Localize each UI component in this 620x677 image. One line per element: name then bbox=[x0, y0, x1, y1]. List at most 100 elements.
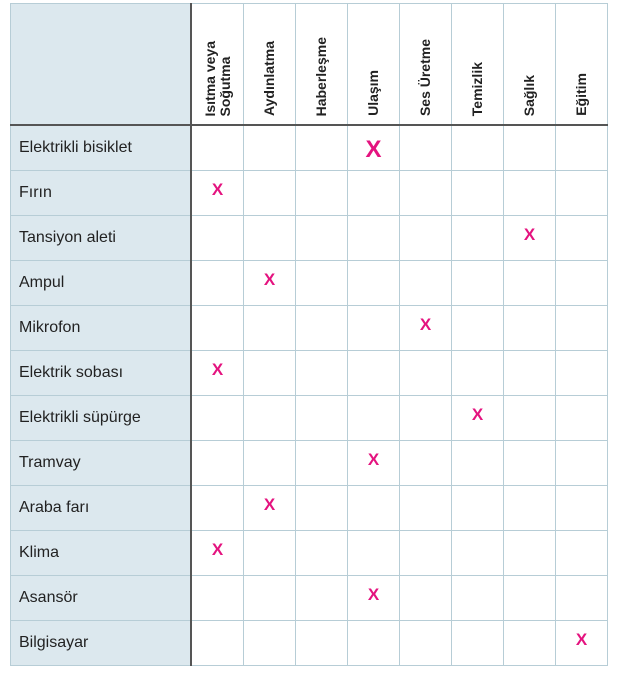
table-cell bbox=[555, 260, 608, 306]
table-cell bbox=[347, 350, 400, 396]
table-row: Klima X bbox=[10, 530, 608, 576]
table-cell bbox=[399, 620, 452, 666]
table-cell: X bbox=[347, 124, 400, 171]
table-row: Elektrik sobası X bbox=[10, 350, 608, 396]
table-cell bbox=[555, 440, 608, 486]
table-row: Fırın X bbox=[10, 170, 608, 216]
table-cell bbox=[503, 395, 556, 441]
table-cell bbox=[555, 305, 608, 351]
table-cell bbox=[243, 215, 296, 261]
table-cell: X bbox=[243, 485, 296, 531]
table-cell bbox=[347, 305, 400, 351]
table-cell bbox=[295, 440, 348, 486]
table-cell bbox=[451, 305, 504, 351]
row-label: Mikrofon bbox=[10, 305, 192, 351]
column-header-label: Sağlık bbox=[521, 74, 537, 116]
table-cell bbox=[451, 530, 504, 576]
table-cell bbox=[555, 575, 608, 621]
corner-cell bbox=[10, 3, 192, 126]
table-row: Elektrikli süpürge X bbox=[10, 395, 608, 441]
table-cell bbox=[399, 575, 452, 621]
device-usage-table: Isıtma veya Soğutma Aydınlatma Haberleşm… bbox=[10, 3, 608, 666]
row-label: Elektrikli bisiklet bbox=[10, 124, 192, 171]
table-cell bbox=[399, 485, 452, 531]
table-row: Tansiyon aleti X bbox=[10, 215, 608, 261]
check-mark-x: X bbox=[575, 630, 588, 649]
table-cell bbox=[503, 170, 556, 216]
table-cell bbox=[243, 170, 296, 216]
table-cell bbox=[451, 350, 504, 396]
table-cell bbox=[190, 395, 244, 441]
table-cell: X bbox=[190, 170, 244, 216]
table-cell bbox=[295, 485, 348, 531]
row-label: Tansiyon aleti bbox=[10, 215, 192, 261]
column-header-label: Eğitim bbox=[573, 73, 589, 116]
table-cell bbox=[555, 124, 608, 171]
table-cell bbox=[451, 215, 504, 261]
column-header-health: Sağlık bbox=[503, 3, 556, 126]
table-cell: X bbox=[347, 575, 400, 621]
check-mark-x: X bbox=[523, 225, 536, 244]
table-cell bbox=[503, 305, 556, 351]
check-mark-x: X bbox=[263, 495, 276, 514]
table-cell bbox=[451, 170, 504, 216]
table-cell: X bbox=[503, 215, 556, 261]
table-cell bbox=[347, 620, 400, 666]
table-row: Araba farı X bbox=[10, 485, 608, 531]
table-cell bbox=[399, 260, 452, 306]
table-cell bbox=[190, 485, 244, 531]
table-cell: X bbox=[399, 305, 452, 351]
row-label: Klima bbox=[10, 530, 192, 576]
column-header-label: Temizlik bbox=[469, 61, 485, 116]
table-cell bbox=[243, 124, 296, 171]
row-label: Ampul bbox=[10, 260, 192, 306]
table-cell bbox=[295, 575, 348, 621]
table-cell bbox=[295, 124, 348, 171]
table-cell bbox=[243, 620, 296, 666]
table-cell bbox=[190, 124, 244, 171]
table-cell bbox=[295, 395, 348, 441]
table-cell bbox=[399, 215, 452, 261]
table-cell bbox=[243, 575, 296, 621]
table-cell bbox=[399, 124, 452, 171]
row-label: Asansör bbox=[10, 575, 192, 621]
table-cell bbox=[295, 620, 348, 666]
check-mark-x: X bbox=[367, 450, 380, 469]
header-row: Isıtma veya Soğutma Aydınlatma Haberleşm… bbox=[10, 3, 608, 126]
check-mark-x: X bbox=[211, 540, 224, 559]
check-mark-x: X bbox=[365, 136, 382, 163]
table-cell bbox=[503, 620, 556, 666]
table-cell bbox=[399, 170, 452, 216]
table-cell bbox=[503, 440, 556, 486]
table-cell bbox=[555, 395, 608, 441]
row-label: Tramvay bbox=[10, 440, 192, 486]
table-cell bbox=[451, 260, 504, 306]
table-cell bbox=[243, 530, 296, 576]
table-body: Elektrikli bisiklet X Fırın X Tansiyon aleti… bbox=[10, 124, 608, 666]
table-cell bbox=[555, 485, 608, 531]
column-header-label: Ses Üretme bbox=[417, 38, 433, 116]
table-cell bbox=[347, 170, 400, 216]
table-cell: X bbox=[243, 260, 296, 306]
column-header-education: Eğitim bbox=[555, 3, 608, 126]
table-cell bbox=[555, 170, 608, 216]
table-cell bbox=[295, 215, 348, 261]
table-cell bbox=[451, 620, 504, 666]
table-row: Elektrikli bisiklet X bbox=[10, 124, 608, 171]
table-cell bbox=[555, 530, 608, 576]
table-cell bbox=[399, 440, 452, 486]
check-mark-x: X bbox=[367, 585, 380, 604]
table-cell bbox=[243, 395, 296, 441]
table-cell bbox=[451, 485, 504, 531]
table-cell bbox=[243, 305, 296, 351]
table-cell bbox=[503, 530, 556, 576]
column-header-label: Aydınlatma bbox=[261, 41, 277, 116]
column-header-communication: Haberleşme bbox=[295, 3, 348, 126]
table-cell bbox=[503, 485, 556, 531]
table-cell: X bbox=[347, 440, 400, 486]
table-cell bbox=[399, 350, 452, 396]
row-label: Fırın bbox=[10, 170, 192, 216]
table-row: Ampul X bbox=[10, 260, 608, 306]
column-header-label: Ulaşım bbox=[365, 70, 381, 116]
column-header-transportation: Ulaşım bbox=[347, 3, 400, 126]
